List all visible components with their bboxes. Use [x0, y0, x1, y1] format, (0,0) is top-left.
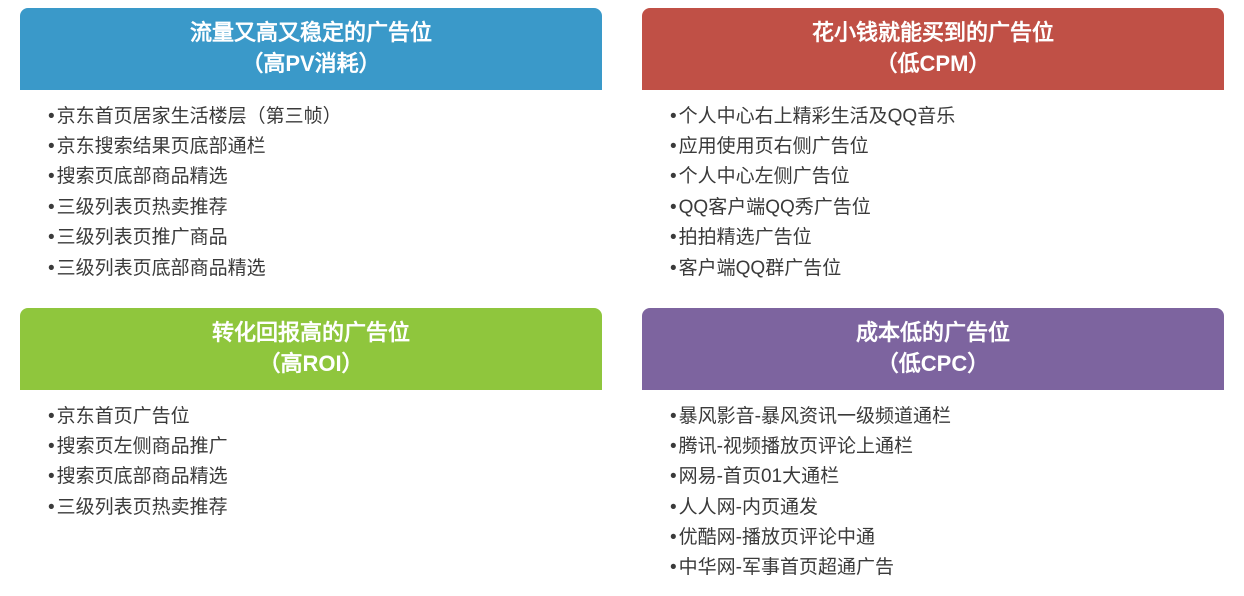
list-item: •三级列表页热卖推荐 — [48, 193, 582, 223]
list-item-text: 三级列表页热卖推荐 — [57, 197, 228, 218]
card-body-high-roi: •京东首页广告位•搜索页左侧商品推广•搜索页底部商品精选•三级列表页热卖推荐 — [20, 390, 602, 536]
list-item-text: 应用使用页右侧广告位 — [679, 136, 869, 157]
list-item: •京东搜索结果页底部通栏 — [48, 132, 582, 162]
bullet-icon: • — [48, 197, 55, 218]
list-item-text: 客户端QQ群广告位 — [679, 258, 842, 279]
list-item: •腾讯-视频播放页评论上通栏 — [670, 432, 1204, 462]
bullet-icon: • — [670, 166, 677, 187]
list-item: •拍拍精选广告位 — [670, 223, 1204, 253]
list-item-text: 个人中心右上精彩生活及QQ音乐 — [679, 106, 956, 127]
list-item: •客户端QQ群广告位 — [670, 254, 1204, 284]
bullet-icon: • — [670, 497, 677, 518]
bullet-icon: • — [670, 197, 677, 218]
list-item-text: 拍拍精选广告位 — [679, 227, 812, 248]
list-item: •暴风影音-暴风资讯一级频道通栏 — [670, 402, 1204, 432]
bullet-icon: • — [48, 258, 55, 279]
bullet-icon: • — [670, 466, 677, 487]
list-item: •人人网-内页通发 — [670, 493, 1204, 523]
card-title-line2: （高PV消耗） — [36, 49, 586, 80]
card-title-line2: （低CPC） — [658, 349, 1208, 380]
list-item: •个人中心右上精彩生活及QQ音乐 — [670, 102, 1204, 132]
bullet-icon: • — [670, 527, 677, 548]
card-title-line1: 花小钱就能买到的广告位 — [658, 18, 1208, 49]
card-title-line1: 流量又高又稳定的广告位 — [36, 18, 586, 49]
bullet-icon: • — [48, 227, 55, 248]
card-title-line1: 成本低的广告位 — [658, 318, 1208, 349]
list-item: •三级列表页底部商品精选 — [48, 254, 582, 284]
bullet-icon: • — [48, 497, 55, 518]
list-item-text: 优酷网-播放页评论中通 — [679, 527, 875, 548]
bullet-icon: • — [670, 557, 677, 578]
list-item: •应用使用页右侧广告位 — [670, 132, 1204, 162]
card-header-high-pv: 流量又高又稳定的广告位 （高PV消耗） — [20, 8, 602, 90]
bullet-icon: • — [670, 106, 677, 127]
list-item: •个人中心左侧广告位 — [670, 162, 1204, 192]
card-body-low-cpc: •暴风影音-暴风资讯一级频道通栏•腾讯-视频播放页评论上通栏•网易-首页01大通… — [642, 390, 1224, 596]
list-item-text: 人人网-内页通发 — [679, 497, 818, 518]
list-item-text: 搜索页左侧商品推广 — [57, 436, 228, 457]
list-item: •优酷网-播放页评论中通 — [670, 523, 1204, 553]
list-item-text: 个人中心左侧广告位 — [679, 166, 850, 187]
bullet-icon: • — [48, 166, 55, 187]
list-item-text: 网易-首页01大通栏 — [679, 466, 839, 487]
list-item: •搜索页左侧商品推广 — [48, 432, 582, 462]
list-item: •网易-首页01大通栏 — [670, 462, 1204, 492]
list-item: •三级列表页热卖推荐 — [48, 493, 582, 523]
card-low-cpm: 花小钱就能买到的广告位 （低CPM） •个人中心右上精彩生活及QQ音乐•应用使用… — [642, 8, 1224, 296]
card-body-low-cpm: •个人中心右上精彩生活及QQ音乐•应用使用页右侧广告位•个人中心左侧广告位•QQ… — [642, 90, 1224, 296]
list-item-text: 京东首页居家生活楼层（第三帧） — [57, 106, 342, 127]
card-low-cpc: 成本低的广告位 （低CPC） •暴风影音-暴风资讯一级频道通栏•腾讯-视频播放页… — [642, 308, 1224, 596]
bullet-icon: • — [48, 406, 55, 427]
list-item: •QQ客户端QQ秀广告位 — [670, 193, 1204, 223]
bullet-icon: • — [670, 227, 677, 248]
list-item: •搜索页底部商品精选 — [48, 462, 582, 492]
bullet-icon: • — [670, 436, 677, 457]
list-item-text: 中华网-军事首页超通广告 — [679, 557, 894, 578]
list-item-text: 暴风影音-暴风资讯一级频道通栏 — [679, 406, 951, 427]
list-item-text: 京东搜索结果页底部通栏 — [57, 136, 266, 157]
list-item: •京东首页居家生活楼层（第三帧） — [48, 102, 582, 132]
card-header-low-cpc: 成本低的广告位 （低CPC） — [642, 308, 1224, 390]
list-item-text: 腾讯-视频播放页评论上通栏 — [679, 436, 913, 457]
bullet-icon: • — [670, 406, 677, 427]
card-title-line2: （高ROI） — [36, 349, 586, 380]
card-body-high-pv: •京东首页居家生活楼层（第三帧）•京东搜索结果页底部通栏•搜索页底部商品精选•三… — [20, 90, 602, 296]
list-item-text: QQ客户端QQ秀广告位 — [679, 197, 871, 218]
infographic-grid: 流量又高又稳定的广告位 （高PV消耗） •京东首页居家生活楼层（第三帧）•京东搜… — [20, 8, 1224, 596]
list-item-text: 三级列表页推广商品 — [57, 227, 228, 248]
card-header-low-cpm: 花小钱就能买到的广告位 （低CPM） — [642, 8, 1224, 90]
list-item-text: 三级列表页底部商品精选 — [57, 258, 266, 279]
bullet-icon: • — [48, 136, 55, 157]
list-item-text: 京东首页广告位 — [57, 406, 190, 427]
list-item: •京东首页广告位 — [48, 402, 582, 432]
card-high-pv: 流量又高又稳定的广告位 （高PV消耗） •京东首页居家生活楼层（第三帧）•京东搜… — [20, 8, 602, 296]
bullet-icon: • — [48, 106, 55, 127]
list-item-text: 三级列表页热卖推荐 — [57, 497, 228, 518]
list-item: •三级列表页推广商品 — [48, 223, 582, 253]
list-item-text: 搜索页底部商品精选 — [57, 466, 228, 487]
card-title-line1: 转化回报高的广告位 — [36, 318, 586, 349]
list-item: •中华网-军事首页超通广告 — [670, 553, 1204, 583]
card-title-line2: （低CPM） — [658, 49, 1208, 80]
card-high-roi: 转化回报高的广告位 （高ROI） •京东首页广告位•搜索页左侧商品推广•搜索页底… — [20, 308, 602, 596]
bullet-icon: • — [670, 258, 677, 279]
bullet-icon: • — [670, 136, 677, 157]
bullet-icon: • — [48, 436, 55, 457]
card-header-high-roi: 转化回报高的广告位 （高ROI） — [20, 308, 602, 390]
list-item: •搜索页底部商品精选 — [48, 162, 582, 192]
list-item-text: 搜索页底部商品精选 — [57, 166, 228, 187]
bullet-icon: • — [48, 466, 55, 487]
